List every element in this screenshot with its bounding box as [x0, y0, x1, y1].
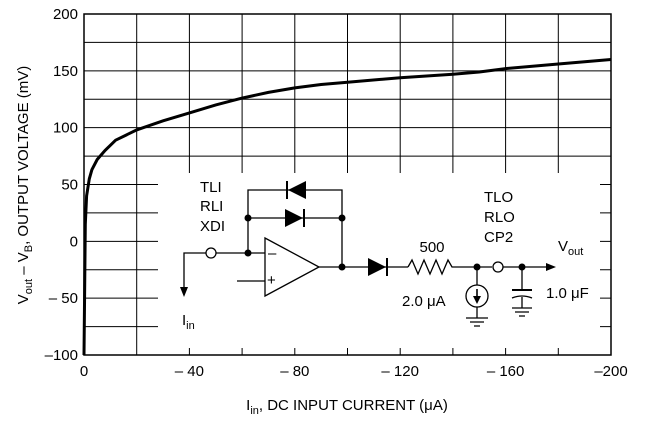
pin-label-xdi: XDI — [200, 218, 225, 235]
x-tick-label: –200 — [594, 363, 627, 380]
pin-label-rlo: RLO — [484, 209, 515, 226]
x-tick-label: 0 — [80, 363, 88, 380]
current-arrow-icon — [180, 287, 188, 297]
y-tick-label: 200 — [53, 6, 78, 23]
output-terminal — [492, 261, 504, 273]
x-tick-label: – 80 — [280, 363, 309, 380]
y-tick-label: 150 — [53, 63, 78, 80]
current-source-label: 2.0 μA — [402, 293, 446, 310]
x-tick-label: – 120 — [381, 363, 419, 380]
junction-dot — [338, 214, 346, 222]
ground-icon — [466, 317, 488, 327]
resistor-icon — [407, 258, 492, 276]
output-arrow-icon — [546, 263, 556, 271]
opamp-icon — [264, 236, 321, 298]
circuit-schematic: TLI RLI XDI Iin – + 500 — [158, 173, 600, 348]
x-axis-title: Iin, DC INPUT CURRENT (μA) — [246, 397, 448, 417]
ground-icon — [512, 307, 532, 317]
junction-dot — [338, 263, 346, 271]
diode-icon — [288, 181, 306, 199]
capacitor-plate — [511, 295, 533, 299]
y-tick-label: 0 — [70, 233, 78, 250]
x-tick-label: – 160 — [487, 363, 525, 380]
opamp-minus: – — [268, 245, 277, 262]
pin-label-rli: RLI — [200, 198, 223, 215]
inset-background — [158, 173, 600, 348]
diode-icon — [285, 209, 303, 227]
x-tick-label: – 40 — [175, 363, 204, 380]
y-tick-label: 50 — [61, 177, 78, 194]
output-voltage-label: Vout — [558, 238, 583, 258]
resistor-label: 500 — [419, 239, 444, 256]
y-tick-label: 100 — [53, 120, 78, 137]
y-tick-label: – 50 — [49, 290, 78, 307]
y-axis-title: Vout – VB, OUTPUT VOLTAGE (mV) — [15, 66, 35, 305]
pin-label-tli: TLI — [200, 179, 222, 196]
input-terminal — [205, 247, 217, 259]
y-tick-label: –100 — [45, 347, 78, 364]
pin-label-tlo: TLO — [484, 189, 513, 206]
input-wire — [183, 252, 206, 290]
capacitor-label: 1.0 μF — [546, 285, 589, 302]
plot-frame — [83, 13, 612, 356]
series-line — [82, 58, 612, 356]
current-source-arrowhead-icon — [473, 296, 481, 304]
opamp-plus: + — [267, 272, 276, 289]
input-current-label: Iin — [182, 312, 195, 332]
junction-dot — [244, 214, 252, 222]
diode-icon — [368, 258, 386, 276]
pin-label-cp2: CP2 — [484, 229, 513, 246]
